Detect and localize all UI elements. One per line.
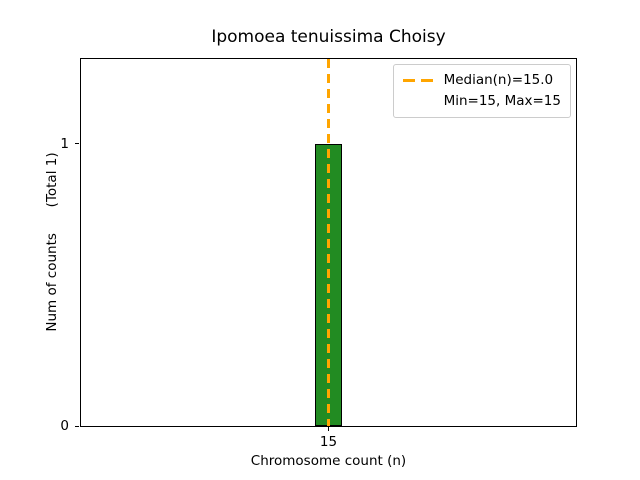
x-axis-label: Chromosome count (n): [250, 453, 407, 469]
y-tick-mark: [75, 425, 79, 427]
median-dashed-line-icon: [402, 78, 433, 82]
plot-area: Median(n)=15.0 Min=15, Max=15: [80, 58, 577, 427]
legend-label-median: Median(n)=15.0: [443, 72, 554, 88]
legend-row-minmax: Min=15, Max=15: [403, 92, 561, 110]
legend-row-median: Median(n)=15.0: [402, 71, 561, 89]
x-tick-mark: [328, 427, 329, 431]
median-line: [327, 59, 330, 426]
legend-marker-spacer: [403, 100, 433, 103]
y-tick-label: 1: [60, 135, 69, 152]
chart-title: Ipomoea tenuissima Choisy: [211, 27, 446, 47]
y-tick-label: 0: [60, 418, 69, 434]
y-axis-label: Num of counts (Total 1): [44, 152, 60, 332]
legend: Median(n)=15.0 Min=15, Max=15: [392, 64, 571, 118]
x-tick-label: 15: [319, 434, 338, 450]
legend-label-minmax: Min=15, Max=15: [443, 93, 561, 109]
y-tick-mark: [75, 143, 79, 145]
